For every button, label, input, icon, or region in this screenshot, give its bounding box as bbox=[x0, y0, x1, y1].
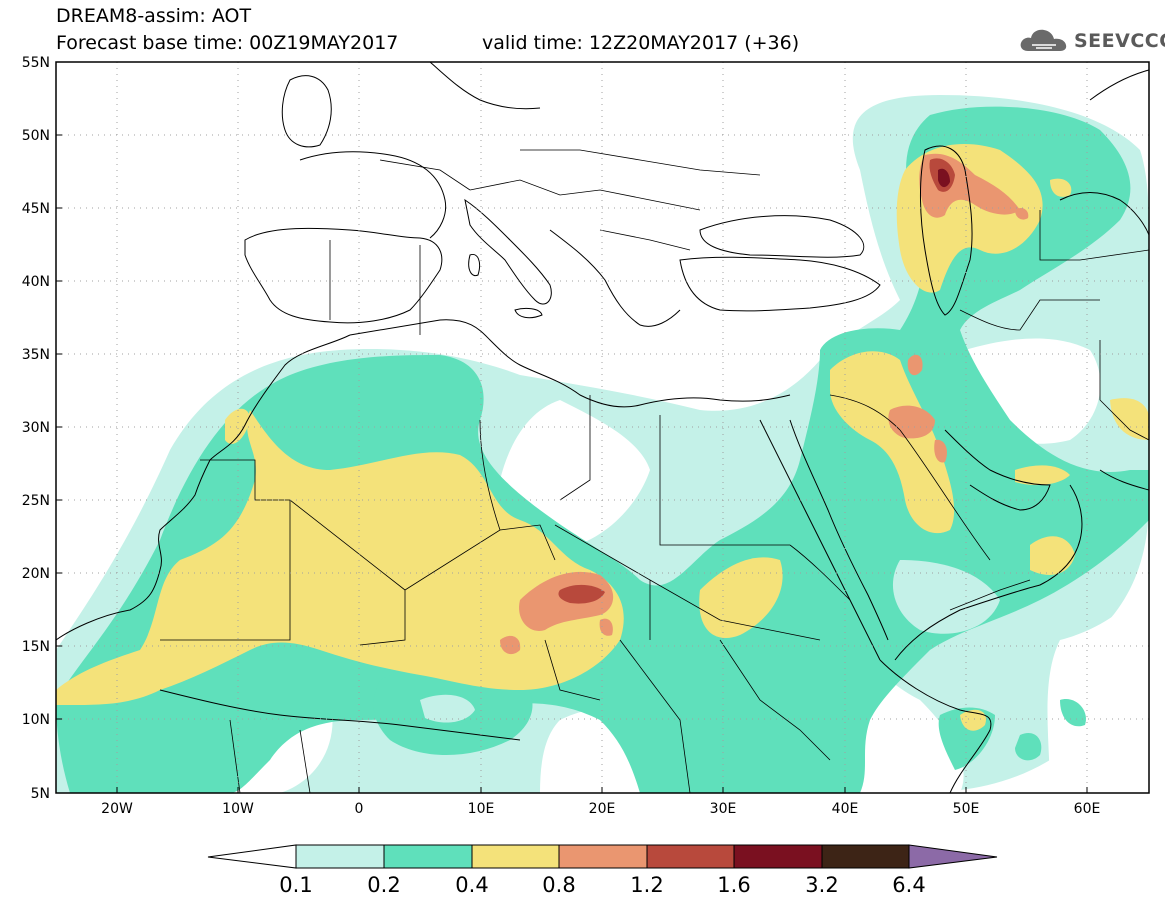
country-borders bbox=[160, 149, 1149, 793]
longitude-labels: 20W 10W 0 10E 20E 30E 40E 50E 60E bbox=[101, 801, 1100, 817]
colorbar: 0.1 0.2 0.4 0.8 1.2 1.6 3.2 6.4 bbox=[207, 844, 998, 897]
colorbar-label: 0.1 bbox=[279, 873, 312, 897]
lat-label: 20N bbox=[22, 566, 50, 582]
graticule bbox=[56, 62, 1149, 793]
lat-label: 55N bbox=[22, 55, 50, 71]
colorbar-swatch bbox=[821, 844, 910, 869]
colorbar-swatch bbox=[471, 844, 560, 869]
lon-label: 10E bbox=[468, 801, 495, 817]
lon-label: 60E bbox=[1074, 801, 1101, 817]
colorbar-swatch bbox=[295, 844, 385, 869]
lat-label: 50N bbox=[22, 128, 50, 144]
lat-label: 45N bbox=[22, 201, 50, 217]
aot-shading bbox=[56, 95, 1149, 793]
lat-label: 35N bbox=[22, 347, 50, 363]
valid-time: valid time: 12Z20MAY2017 (+36) bbox=[482, 32, 800, 54]
seevccc-logo: SEEVCCC bbox=[1018, 26, 1165, 56]
cloud-icon bbox=[1020, 29, 1067, 51]
colorbar-label: 1.2 bbox=[630, 873, 663, 897]
lon-label: 0 bbox=[355, 801, 364, 817]
lon-label: 20E bbox=[589, 801, 616, 817]
colorbar-label: 1.6 bbox=[717, 873, 750, 897]
lat-label: 40N bbox=[22, 274, 50, 290]
colorbar-swatch bbox=[558, 844, 648, 869]
lat-label: 10N bbox=[22, 712, 50, 728]
lon-label: 50E bbox=[953, 801, 980, 817]
colorbar-swatch bbox=[646, 844, 735, 869]
forecast-base-time: Forecast base time: 00Z19MAY2017 bbox=[56, 32, 399, 54]
lat-label: 25N bbox=[22, 493, 50, 509]
colorbar-label: 0.8 bbox=[542, 873, 575, 897]
lat-label: 30N bbox=[22, 420, 50, 436]
colorbar-label: 0.4 bbox=[455, 873, 488, 897]
colorbar-under-triangle bbox=[207, 844, 297, 869]
axis-ticks bbox=[56, 61, 1088, 794]
colorbar-label: 3.2 bbox=[805, 873, 838, 897]
colorbar-label: 6.4 bbox=[892, 873, 925, 897]
lat-label: 5N bbox=[31, 786, 50, 802]
lon-label: 10W bbox=[222, 801, 254, 817]
coastlines bbox=[56, 62, 1149, 793]
lon-label: 20W bbox=[101, 801, 133, 817]
colorbar-swatch bbox=[733, 844, 823, 869]
latitude-labels: 55N 50N 45N 40N 35N 30N 25N 20N 15N 10N … bbox=[22, 55, 50, 802]
lat-label: 15N bbox=[22, 639, 50, 655]
map-title: DREAM8-assim: AOT bbox=[56, 5, 252, 27]
colorbar-label: 0.2 bbox=[367, 873, 400, 897]
lon-label: 40E bbox=[832, 801, 859, 817]
logo-text: SEEVCCC bbox=[1074, 30, 1165, 52]
colorbar-swatch bbox=[383, 844, 473, 869]
lon-label: 30E bbox=[710, 801, 737, 817]
colorbar-over-triangle bbox=[908, 844, 998, 869]
